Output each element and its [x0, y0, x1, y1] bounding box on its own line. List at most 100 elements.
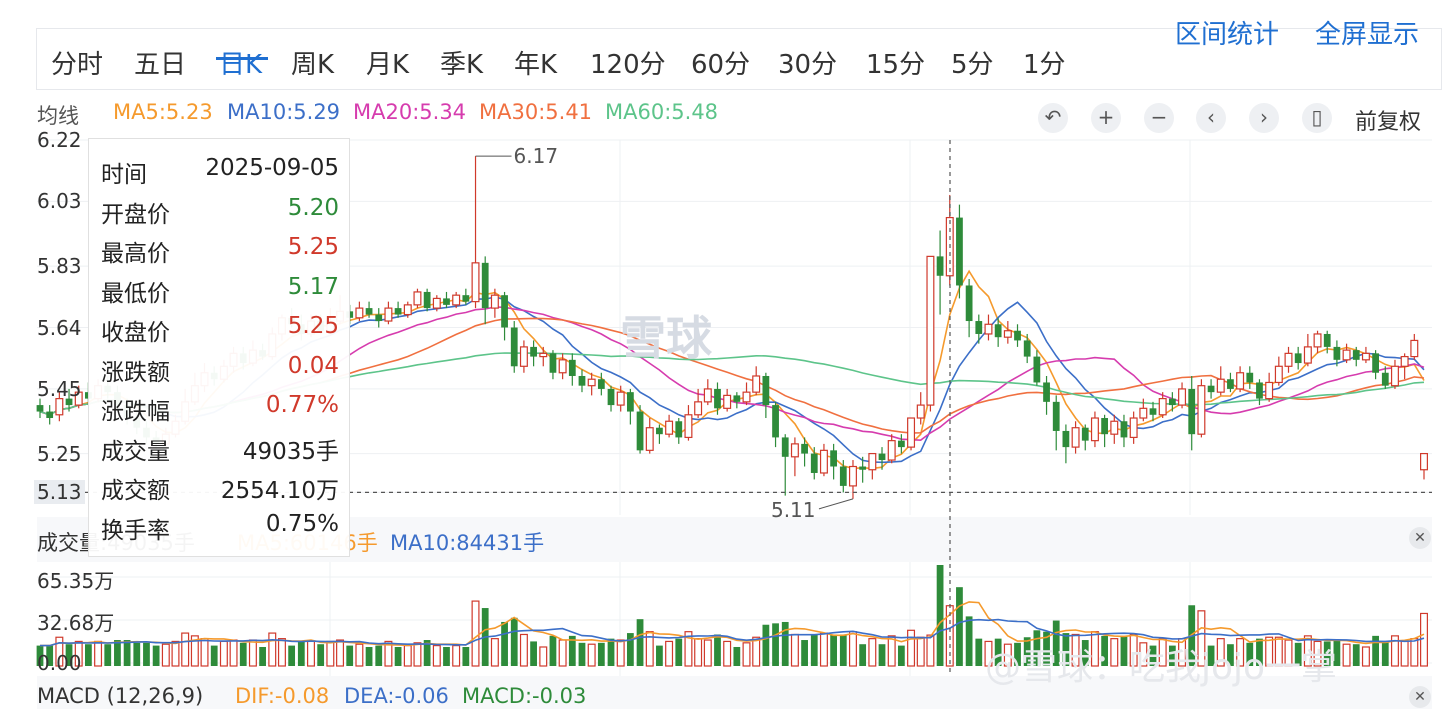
volume-bar — [307, 640, 315, 667]
tab-5[interactable]: 季K — [440, 50, 484, 80]
candle-body — [1284, 352, 1293, 367]
candle-body — [994, 324, 1002, 338]
volume-bar — [1227, 644, 1234, 666]
tab-9[interactable]: 30分 — [778, 50, 838, 80]
undo-icon[interactable]: ↶ — [1038, 103, 1068, 133]
tab-1[interactable]: 五日 — [134, 50, 187, 80]
candle-body — [519, 346, 528, 367]
volume-bar — [94, 640, 103, 667]
volume-bar — [519, 633, 528, 667]
tab-11[interactable]: 5分 — [951, 50, 994, 80]
candle-body — [810, 453, 818, 473]
volume-bar — [326, 640, 335, 667]
candle-body — [1023, 340, 1031, 357]
volume-bar — [558, 639, 567, 667]
plus-icon[interactable]: + — [1091, 103, 1121, 133]
adjust-mode-button[interactable]: 前复权 — [1355, 110, 1422, 135]
candle-body — [384, 307, 393, 322]
candle-body — [868, 452, 877, 471]
volume-bar — [616, 639, 625, 667]
volume-bar — [229, 639, 238, 667]
high-marker-label: 6.17 — [514, 144, 559, 168]
ma5-legend: MA5:5.23 — [113, 100, 213, 124]
tab-0[interactable]: 分时 — [51, 50, 104, 80]
tab-6[interactable]: 年K — [514, 50, 558, 80]
price-y-tick: 6.03 — [37, 189, 82, 214]
active-tab-underline — [216, 57, 268, 60]
candle-body — [830, 450, 838, 467]
candle-body — [801, 443, 808, 454]
volume-bar — [1071, 633, 1080, 667]
tab-2[interactable]: 日K — [219, 50, 263, 80]
tooltip-row: 开盘价 5.20 — [101, 195, 339, 228]
volume-bar — [346, 645, 354, 666]
tooltip-row: 成交额 2554.10万 — [101, 471, 339, 504]
candle-body — [443, 298, 450, 305]
tab-8[interactable]: 60分 — [691, 50, 751, 80]
volume-bar — [956, 587, 963, 666]
volume-bar — [365, 646, 373, 666]
volume-bar — [1323, 641, 1331, 666]
tab-3[interactable]: 周K — [291, 50, 335, 80]
tab-4[interactable]: 月K — [366, 50, 410, 80]
volume-bar — [239, 642, 247, 666]
candle-body — [897, 440, 905, 448]
candle-body — [781, 437, 789, 457]
macd-close-icon[interactable]: ✕ — [1409, 686, 1431, 708]
candle-body — [1149, 408, 1157, 415]
volume-bar — [636, 619, 644, 666]
volume-close-icon[interactable]: ✕ — [1409, 527, 1431, 549]
candle-body — [1101, 418, 1109, 435]
candle-body — [916, 404, 925, 419]
chevron-left-icon[interactable]: ‹ — [1196, 103, 1226, 133]
chevron-right-icon[interactable]: › — [1249, 103, 1279, 133]
volume-bar — [219, 640, 228, 667]
volume-bar — [578, 642, 586, 666]
candle-body — [1207, 385, 1215, 393]
candle-body — [616, 391, 625, 406]
volume-bar — [181, 632, 190, 667]
volume-bar — [819, 632, 828, 667]
candle-body — [597, 379, 605, 389]
volume-bar — [133, 642, 141, 666]
fullscreen-link[interactable]: 全屏显示 — [1315, 20, 1420, 50]
volume-bar — [839, 634, 847, 666]
volume-bar — [1043, 631, 1050, 666]
candle-body — [1323, 333, 1331, 347]
volume-bar — [1003, 643, 1012, 667]
tooltip-value: 5.25 — [287, 313, 339, 339]
candle-body — [684, 414, 693, 439]
volume-bar — [432, 644, 441, 667]
volume-bar — [587, 643, 596, 667]
candle-body — [1246, 372, 1254, 383]
tab-12[interactable]: 1分 — [1023, 50, 1066, 80]
volume-bar — [248, 639, 257, 667]
volume-bar — [790, 633, 799, 667]
tooltip-value: 5.17 — [287, 273, 339, 300]
volume-bar — [375, 645, 383, 666]
volume-bar — [1410, 638, 1419, 667]
candle-body — [1129, 417, 1138, 439]
price-y-tick: 6.22 — [37, 128, 82, 152]
volume-bar — [317, 644, 325, 666]
volume-bar — [403, 644, 412, 667]
candle-body — [1178, 388, 1187, 406]
tab-10[interactable]: 15分 — [866, 50, 926, 80]
volume-bar — [762, 624, 770, 666]
candle-body — [636, 411, 644, 451]
volume-bar — [887, 635, 896, 667]
candle-body — [1420, 452, 1428, 471]
candle-body — [558, 359, 567, 374]
candle-icon[interactable]: ▯ — [1302, 103, 1332, 133]
volume-bar — [530, 641, 537, 666]
minus-icon[interactable]: − — [1144, 103, 1174, 133]
candle-body — [1294, 353, 1302, 364]
candle-body — [936, 256, 944, 276]
candle-body — [1120, 421, 1128, 438]
volume-bar — [1158, 638, 1167, 667]
candle-body — [74, 391, 83, 406]
tab-7[interactable]: 120分 — [590, 50, 666, 80]
candle-body — [907, 417, 916, 448]
macd-value-label: MACD:-0.03 — [462, 684, 587, 708]
range-stats-link[interactable]: 区间统计 — [1175, 20, 1280, 50]
